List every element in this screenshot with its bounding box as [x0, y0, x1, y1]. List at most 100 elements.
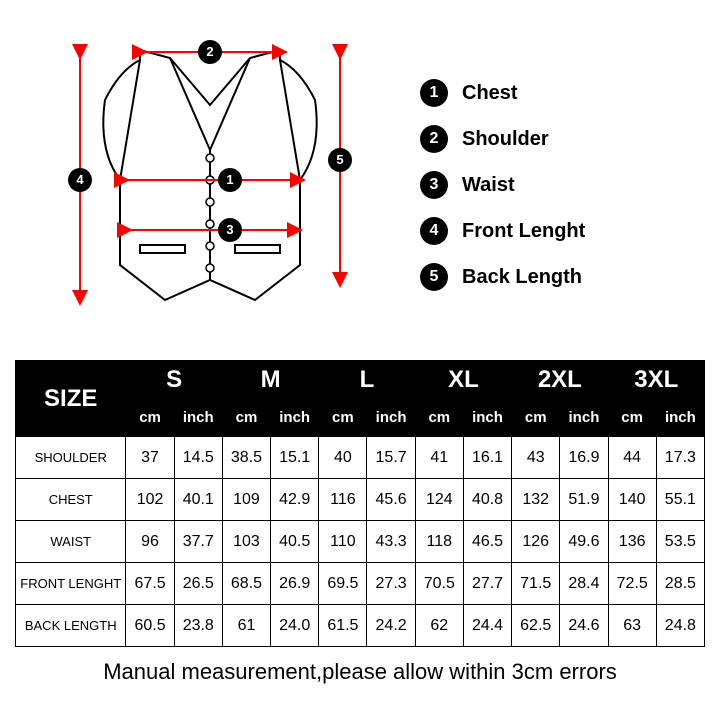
unit-header: cm	[222, 399, 270, 437]
data-cell: 103	[222, 521, 270, 563]
legend-item: 1 Chest	[420, 79, 585, 107]
data-cell: 27.3	[367, 563, 415, 605]
data-cell: 55.1	[656, 479, 704, 521]
legend-label: Waist	[462, 174, 515, 197]
data-cell: 67.5	[126, 563, 174, 605]
data-cell: 96	[126, 521, 174, 563]
top-section: 2 1 3 4 5 1 Chest 2 Shoulder 3 Waist 4 F…	[0, 0, 720, 360]
row-label: FRONT LENGHT	[16, 563, 126, 605]
data-cell: 24.8	[656, 605, 704, 647]
table-head: SIZE S M L XL 2XL 3XL cminchcminchcminch…	[16, 361, 705, 437]
row-label: CHEST	[16, 479, 126, 521]
data-cell: 24.0	[271, 605, 319, 647]
legend-item: 3 Waist	[420, 171, 585, 199]
data-cell: 40	[319, 437, 367, 479]
data-cell: 126	[512, 521, 560, 563]
legend-badge: 5	[420, 263, 448, 291]
table-row: FRONT LENGHT67.526.568.526.969.527.370.5…	[16, 563, 705, 605]
data-cell: 140	[608, 479, 656, 521]
svg-text:2: 2	[206, 44, 213, 59]
data-cell: 38.5	[222, 437, 270, 479]
size-col-header: XL	[415, 361, 511, 399]
legend-badge: 2	[420, 125, 448, 153]
data-cell: 42.9	[271, 479, 319, 521]
size-col-header: L	[319, 361, 415, 399]
data-cell: 46.5	[463, 521, 511, 563]
data-cell: 109	[222, 479, 270, 521]
svg-text:4: 4	[76, 172, 84, 187]
data-cell: 61	[222, 605, 270, 647]
data-cell: 51.9	[560, 479, 608, 521]
row-label: WAIST	[16, 521, 126, 563]
data-cell: 41	[415, 437, 463, 479]
data-cell: 37.7	[174, 521, 222, 563]
data-cell: 16.9	[560, 437, 608, 479]
unit-header: inch	[656, 399, 704, 437]
legend-item: 5 Back Length	[420, 263, 585, 291]
unit-header: inch	[367, 399, 415, 437]
data-cell: 72.5	[608, 563, 656, 605]
size-col-header: S	[126, 361, 222, 399]
data-cell: 124	[415, 479, 463, 521]
data-cell: 62.5	[512, 605, 560, 647]
data-cell: 28.4	[560, 563, 608, 605]
data-cell: 132	[512, 479, 560, 521]
row-label: SHOULDER	[16, 437, 126, 479]
row-label: BACK LENGTH	[16, 605, 126, 647]
size-col-header: M	[222, 361, 318, 399]
legend-item: 4 Front Lenght	[420, 217, 585, 245]
unit-header: inch	[463, 399, 511, 437]
data-cell: 40.1	[174, 479, 222, 521]
unit-header: cm	[319, 399, 367, 437]
data-cell: 71.5	[512, 563, 560, 605]
size-col-header: 3XL	[608, 361, 704, 399]
data-cell: 40.8	[463, 479, 511, 521]
svg-text:1: 1	[226, 172, 233, 187]
size-header: SIZE	[16, 361, 126, 437]
svg-text:5: 5	[336, 152, 343, 167]
legend-badge: 3	[420, 171, 448, 199]
legend-label: Shoulder	[462, 128, 549, 151]
data-cell: 16.1	[463, 437, 511, 479]
unit-header: inch	[271, 399, 319, 437]
data-cell: 15.1	[271, 437, 319, 479]
table-row: BACK LENGTH60.523.86124.061.524.26224.46…	[16, 605, 705, 647]
data-cell: 40.5	[271, 521, 319, 563]
data-cell: 62	[415, 605, 463, 647]
data-cell: 24.4	[463, 605, 511, 647]
legend-badge: 1	[420, 79, 448, 107]
data-cell: 118	[415, 521, 463, 563]
data-cell: 61.5	[319, 605, 367, 647]
footnote: Manual measurement,please allow within 3…	[0, 659, 720, 685]
data-cell: 15.7	[367, 437, 415, 479]
data-cell: 136	[608, 521, 656, 563]
data-cell: 69.5	[319, 563, 367, 605]
data-cell: 53.5	[656, 521, 704, 563]
data-cell: 116	[319, 479, 367, 521]
unit-header: cm	[608, 399, 656, 437]
data-cell: 37	[126, 437, 174, 479]
data-cell: 28.5	[656, 563, 704, 605]
table-row: CHEST10240.110942.911645.612440.813251.9…	[16, 479, 705, 521]
data-cell: 26.5	[174, 563, 222, 605]
legend-label: Back Length	[462, 266, 582, 289]
unit-header: inch	[174, 399, 222, 437]
data-cell: 45.6	[367, 479, 415, 521]
legend-item: 2 Shoulder	[420, 125, 585, 153]
data-cell: 23.8	[174, 605, 222, 647]
legend-badge: 4	[420, 217, 448, 245]
table-row: WAIST9637.710340.511043.311846.512649.61…	[16, 521, 705, 563]
size-col-header: 2XL	[512, 361, 608, 399]
vest-diagram: 2 1 3 4 5	[40, 30, 380, 340]
data-cell: 14.5	[174, 437, 222, 479]
svg-text:3: 3	[226, 222, 233, 237]
legend-label: Chest	[462, 82, 518, 105]
data-cell: 68.5	[222, 563, 270, 605]
data-cell: 17.3	[656, 437, 704, 479]
unit-header: cm	[126, 399, 174, 437]
legend-label: Front Lenght	[462, 220, 585, 243]
data-cell: 63	[608, 605, 656, 647]
size-table-wrap: SIZE S M L XL 2XL 3XL cminchcminchcminch…	[0, 360, 720, 647]
table-body: SHOULDER3714.538.515.14015.74116.14316.9…	[16, 437, 705, 647]
size-table: SIZE S M L XL 2XL 3XL cminchcminchcminch…	[15, 360, 705, 647]
